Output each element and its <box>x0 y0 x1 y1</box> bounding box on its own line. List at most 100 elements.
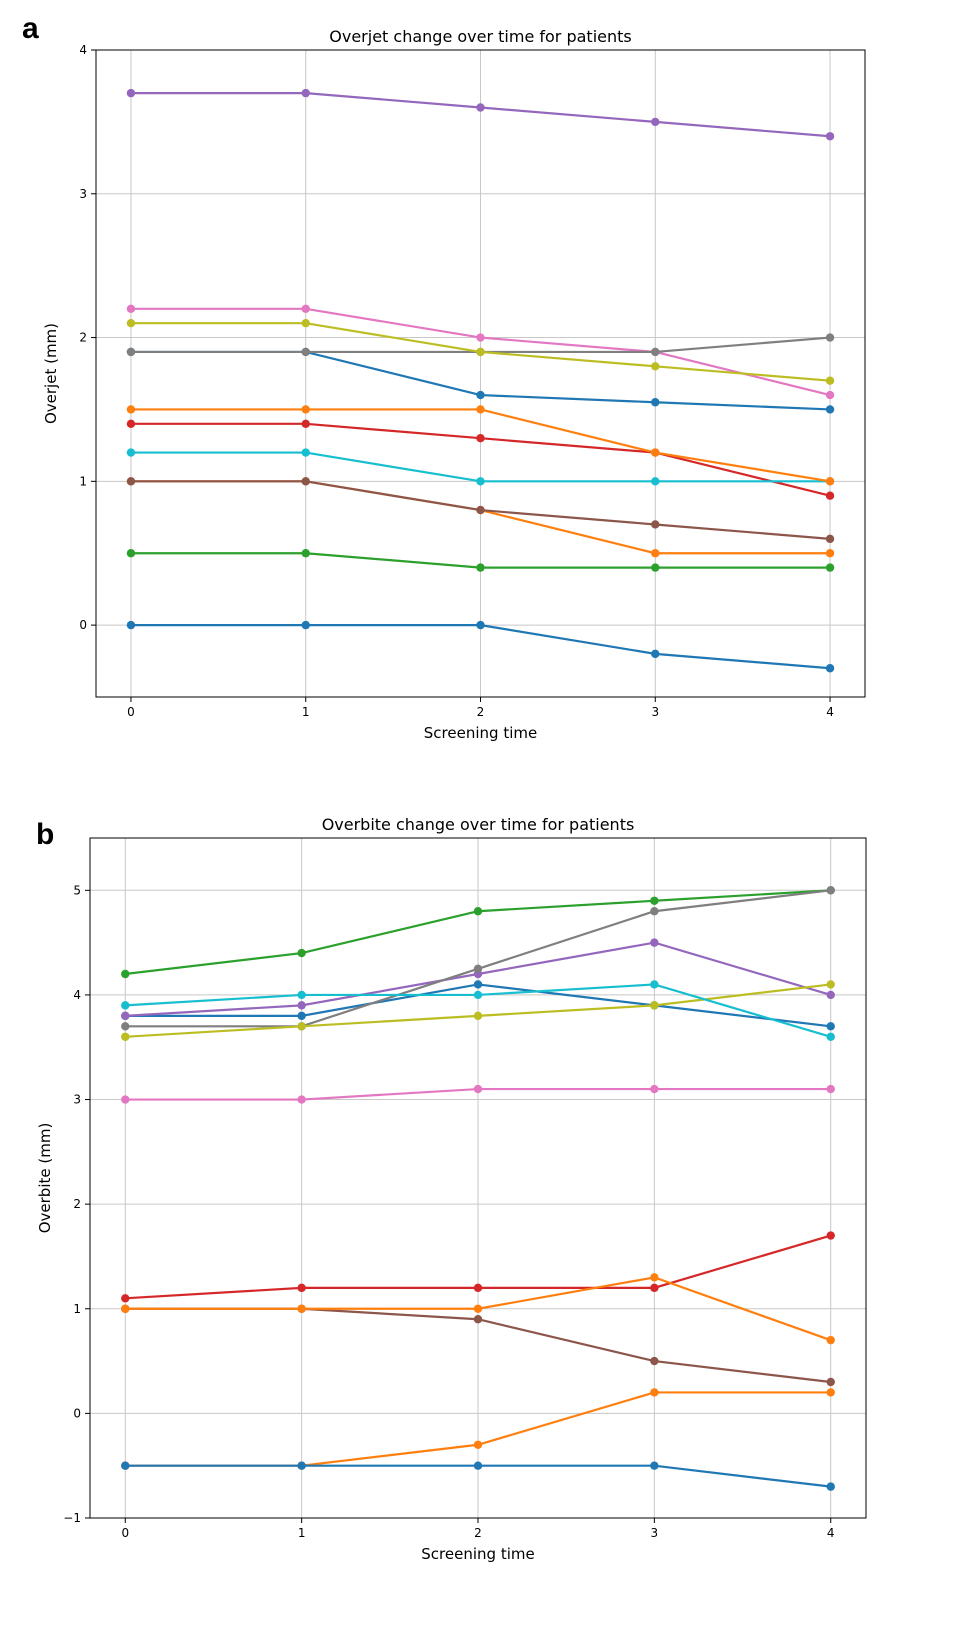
data-point-patient-1 <box>473 980 483 989</box>
y-tick-label: 0 <box>73 1406 81 1420</box>
data-point-patient-4 <box>473 1283 483 1293</box>
x-tick-label: 3 <box>651 1526 659 1540</box>
y-tick-label: 3 <box>73 1093 81 1107</box>
data-point-patient-7 <box>301 304 310 313</box>
data-point-patient-3 <box>650 896 659 905</box>
data-point-patient-11 <box>297 1461 306 1470</box>
y-tick-label: 2 <box>79 331 87 345</box>
data-point-patient-8 <box>651 347 660 357</box>
x-tick-label: 0 <box>121 1526 129 1540</box>
data-point-patient-5 <box>301 88 310 98</box>
data-point-patient-10 <box>126 448 136 457</box>
data-point-patient-6 <box>825 534 835 544</box>
panel-label-b: b <box>36 818 55 851</box>
y-tick-label: 2 <box>73 1197 81 1211</box>
data-point-patient-2 <box>473 1440 483 1449</box>
data-point-patient-5 <box>826 990 835 1000</box>
data-point-patient-11 <box>650 1461 659 1470</box>
data-point-patient-8 <box>825 333 835 342</box>
data-point-patient-9 <box>473 1011 483 1021</box>
data-point-patient-9 <box>825 376 835 385</box>
y-tick-label: 1 <box>73 1302 81 1316</box>
data-point-patient-10 <box>121 1001 130 1010</box>
data-point-patient-7 <box>826 1084 835 1094</box>
data-point-patient-5 <box>121 1011 130 1021</box>
data-point-patient-12 <box>476 405 485 414</box>
data-point-patient-11 <box>126 620 136 630</box>
data-point-patient-2 <box>826 1388 835 1397</box>
data-point-patient-5 <box>651 117 660 127</box>
data-point-patient-9 <box>301 318 310 328</box>
data-point-patient-8 <box>121 1022 130 1031</box>
data-point-patient-8 <box>650 907 659 916</box>
data-point-patient-6 <box>476 505 485 515</box>
data-point-patient-7 <box>121 1095 130 1104</box>
data-point-patient-12 <box>651 448 660 457</box>
data-point-patient-3 <box>651 563 660 572</box>
data-point-patient-9 <box>476 347 485 357</box>
y-tick-label: 4 <box>79 43 87 57</box>
data-point-patient-9 <box>126 318 136 328</box>
y-tick-label: 1 <box>79 474 87 488</box>
data-point-patient-11 <box>473 1461 483 1470</box>
data-point-patient-4 <box>126 419 136 429</box>
y-tick-label: 0 <box>79 618 87 632</box>
x-tick-label: 3 <box>651 705 659 719</box>
data-point-patient-9 <box>651 362 660 371</box>
data-point-patient-10 <box>476 477 485 486</box>
x-tick-label: 1 <box>298 1526 306 1540</box>
data-point-patient-7 <box>126 304 136 313</box>
data-point-patient-1 <box>476 390 485 400</box>
data-point-patient-8 <box>473 964 483 973</box>
x-axis-label: Screening time <box>421 1545 534 1563</box>
data-point-patient-7 <box>473 1084 483 1094</box>
data-point-patient-10 <box>297 990 306 1000</box>
data-point-patient-11 <box>476 620 485 630</box>
y-tick-label: 5 <box>73 883 81 897</box>
data-point-patient-3 <box>473 907 483 916</box>
data-point-patient-6 <box>301 477 310 486</box>
data-point-patient-12 <box>301 405 310 414</box>
data-point-patient-12 <box>650 1273 659 1282</box>
chart-title: Overbite change over time for patients <box>322 815 635 834</box>
data-point-patient-11 <box>301 620 310 630</box>
data-point-patient-2 <box>650 1388 659 1397</box>
data-point-patient-4 <box>476 434 485 443</box>
data-point-patient-3 <box>126 549 136 558</box>
data-point-patient-1 <box>825 405 835 414</box>
y-tick-label: −1 <box>63 1511 81 1525</box>
panel-label-a: a <box>22 12 39 45</box>
data-point-patient-10 <box>301 448 310 457</box>
data-point-patient-11 <box>826 1482 835 1491</box>
data-point-patient-7 <box>476 333 485 342</box>
data-point-patient-4 <box>650 1283 659 1293</box>
data-point-patient-5 <box>476 103 485 112</box>
data-point-patient-5 <box>297 1001 306 1010</box>
x-tick-label: 4 <box>826 705 834 719</box>
data-point-patient-12 <box>473 1304 483 1313</box>
data-point-patient-2 <box>651 549 660 558</box>
data-point-patient-3 <box>297 948 306 958</box>
x-tick-label: 0 <box>127 705 135 719</box>
chart-title: Overjet change over time for patients <box>329 27 631 46</box>
overjet-chart: 0 1 2 3 4 0 1 2 3 4 Overjet change over time for p… <box>42 27 866 742</box>
data-point-patient-12 <box>826 1335 835 1345</box>
y-tick-label: 4 <box>73 988 81 1002</box>
data-point-patient-4 <box>121 1294 130 1303</box>
data-point-patient-4 <box>826 1231 835 1240</box>
data-point-patient-6 <box>651 520 660 529</box>
x-tick-label: 2 <box>477 705 485 719</box>
data-point-patient-5 <box>126 88 136 98</box>
data-point-patient-1 <box>651 398 660 407</box>
data-point-patient-12 <box>825 477 835 486</box>
data-point-patient-10 <box>650 980 659 989</box>
data-point-patient-7 <box>297 1095 306 1104</box>
y-axis-label: Overjet (mm) <box>42 323 60 424</box>
data-point-patient-8 <box>126 347 136 357</box>
data-point-patient-9 <box>650 1001 659 1010</box>
data-point-patient-12 <box>126 405 136 414</box>
data-point-patient-8 <box>301 347 310 357</box>
data-point-patient-9 <box>297 1022 306 1031</box>
data-point-patient-10 <box>826 1032 835 1041</box>
data-point-patient-12 <box>297 1304 306 1313</box>
